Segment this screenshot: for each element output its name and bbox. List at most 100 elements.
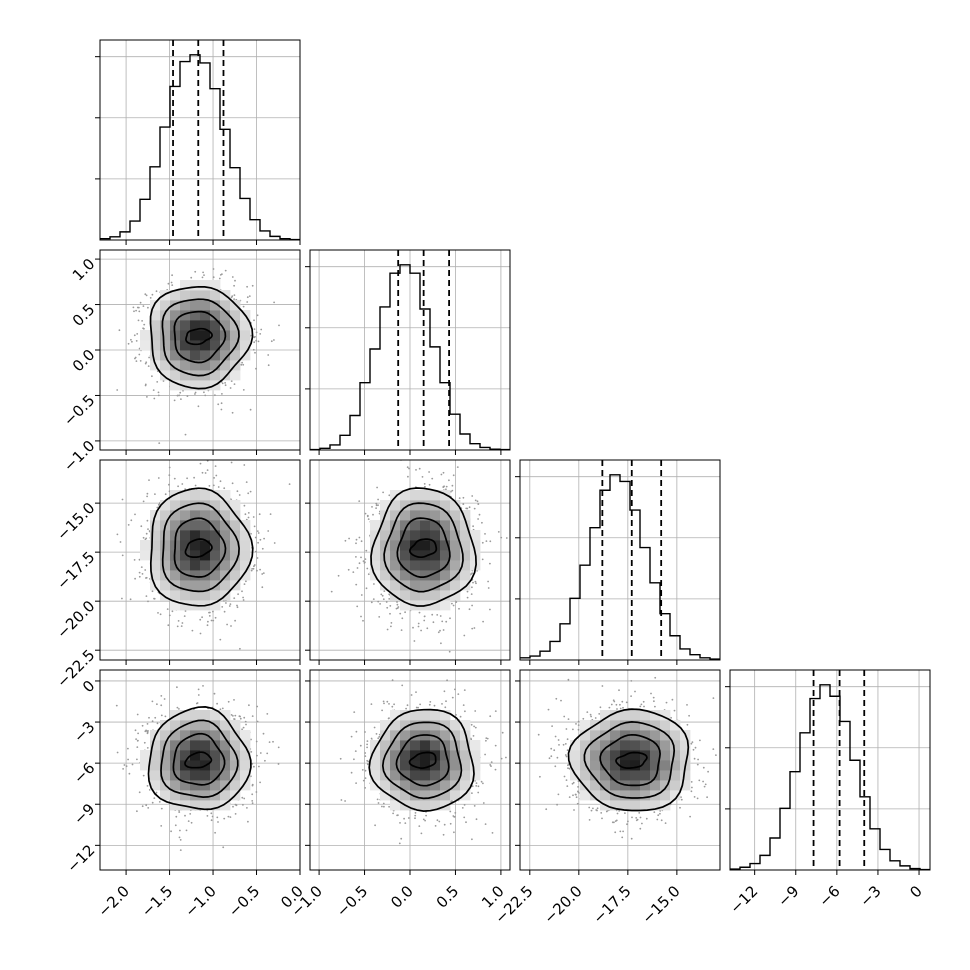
scatter-point — [485, 739, 487, 742]
density-cell — [640, 730, 651, 741]
scatter-point — [436, 819, 439, 822]
scatter-point — [270, 340, 273, 343]
scatter-point — [630, 837, 633, 840]
scatter-point — [261, 586, 264, 589]
density-cell — [370, 750, 381, 761]
panel-1-1 — [305, 249, 511, 455]
scatter-point — [556, 756, 559, 759]
density-cell — [640, 790, 651, 801]
y-tick-label: −17.5 — [53, 548, 98, 593]
scatter-point — [339, 757, 342, 760]
scatter-point — [347, 568, 350, 571]
scatter-point — [273, 301, 275, 304]
scatter-point — [184, 610, 187, 612]
scatter-point — [145, 804, 148, 807]
density-cell — [470, 740, 481, 751]
scatter-point — [160, 695, 163, 697]
scatter-point — [391, 705, 394, 708]
scatter-point — [250, 334, 252, 337]
scatter-point — [680, 798, 683, 801]
scatter-point — [696, 763, 699, 766]
scatter-point — [136, 713, 139, 716]
scatter-point — [489, 540, 492, 543]
scatter-point — [176, 625, 179, 628]
density-cell — [190, 530, 201, 541]
scatter-point — [377, 600, 380, 603]
density-cell — [590, 770, 601, 781]
density-cell — [600, 720, 611, 731]
density-cell — [190, 330, 201, 341]
density-cell — [410, 530, 421, 541]
scatter-point — [595, 809, 598, 811]
scatter-point — [146, 519, 149, 522]
scatter-point — [382, 491, 384, 494]
density-cell — [210, 490, 221, 501]
scatter-point — [566, 738, 569, 741]
density-cell — [150, 320, 161, 331]
density-cell — [210, 350, 221, 361]
scatter-point — [259, 333, 262, 335]
scatter-point — [442, 833, 445, 836]
density-cell — [240, 770, 251, 781]
scatter-point — [224, 269, 227, 272]
scatter-point — [246, 285, 249, 288]
density-cell — [220, 570, 231, 581]
scatter-point — [214, 465, 217, 467]
scatter-point — [221, 606, 224, 608]
scatter-point — [371, 506, 373, 508]
scatter-point — [586, 711, 589, 713]
density-cell — [430, 550, 441, 561]
scatter-point — [144, 293, 147, 296]
scatter-point — [255, 740, 258, 743]
scatter-point — [419, 703, 421, 706]
density-cell — [430, 730, 441, 741]
scatter-point — [497, 531, 500, 533]
scatter-point — [242, 599, 245, 601]
scatter-point — [153, 597, 156, 600]
scatter-point — [255, 791, 258, 793]
density-cell — [220, 710, 231, 721]
scatter-point — [251, 793, 254, 796]
contour-3-2-3 — [567, 708, 690, 812]
scatter-point — [230, 714, 233, 716]
scatter-point — [217, 403, 220, 406]
scatter-point — [395, 607, 398, 610]
scatter-point — [451, 489, 454, 492]
scatter-point — [545, 808, 548, 811]
density-cell — [390, 490, 401, 501]
scatter-point — [650, 692, 652, 695]
histogram-1 — [310, 264, 510, 450]
density-cell — [150, 300, 161, 311]
scatter-point — [592, 807, 594, 810]
density-cell — [640, 710, 651, 721]
scatter-point — [390, 622, 393, 624]
histogram-3 — [730, 684, 930, 870]
scatter-point — [244, 513, 247, 516]
density-cell — [430, 580, 441, 591]
scatter-point — [380, 593, 383, 596]
scatter-point — [360, 615, 362, 618]
scatter-point — [613, 700, 616, 703]
density-cell — [450, 530, 461, 541]
density-cell — [660, 720, 671, 731]
scatter-point — [588, 806, 591, 809]
scatter-point — [199, 462, 202, 465]
density-cell — [180, 540, 191, 551]
scatter-point — [221, 273, 223, 275]
scatter-point — [396, 601, 398, 603]
scatter-point — [387, 717, 390, 720]
scatter-point — [127, 342, 130, 345]
scatter-point — [475, 782, 478, 784]
density-cell — [180, 360, 191, 371]
scatter-point — [243, 583, 246, 585]
scatter-point — [207, 620, 209, 623]
density-cell — [170, 600, 181, 611]
scatter-point — [397, 606, 400, 608]
scatter-point — [590, 715, 592, 718]
x-tick-label: −0.5 — [225, 882, 263, 920]
density-cell — [210, 770, 221, 781]
scatter-point — [156, 703, 158, 706]
scatter-point — [616, 708, 618, 710]
density-cell — [400, 550, 411, 561]
scatter-point — [151, 801, 154, 804]
